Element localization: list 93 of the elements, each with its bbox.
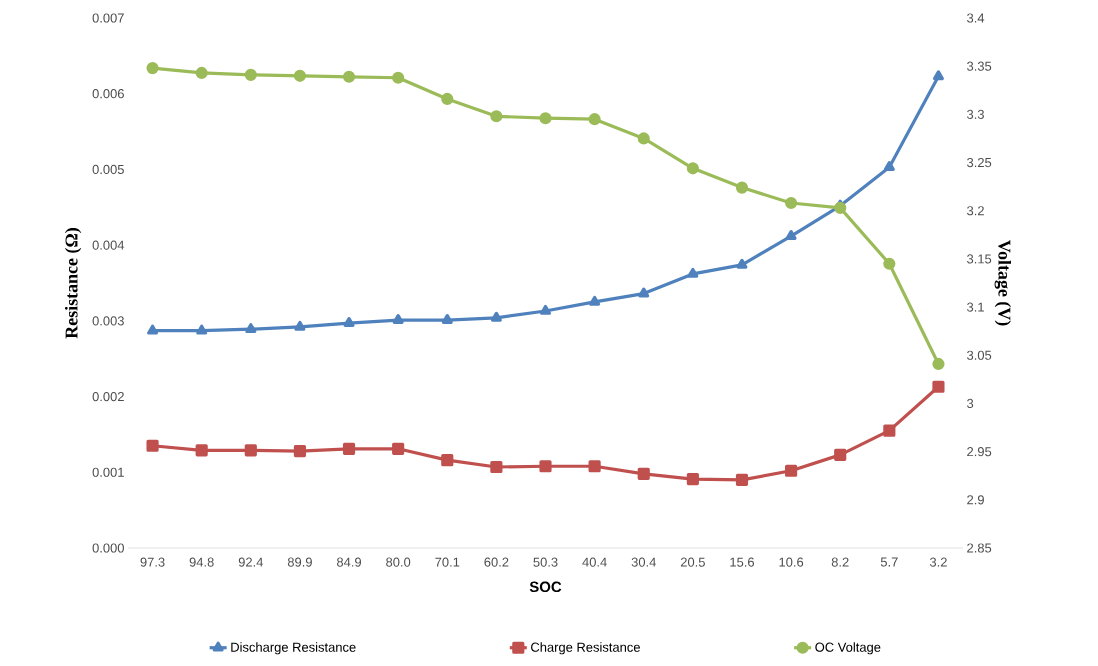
- x-tick-label: 89.9: [287, 557, 312, 567]
- x-tick-label: 80.0: [386, 557, 411, 567]
- point: [539, 112, 552, 125]
- legend-label: Charge Resistance: [531, 642, 640, 655]
- x-tick-label: 3.2: [929, 557, 947, 567]
- point: [195, 66, 208, 80]
- point: [686, 162, 699, 175]
- y-tick-label: 0.003: [92, 316, 124, 326]
- y2-tick-label: 2.9: [967, 495, 984, 505]
- y-tick-label: 0.006: [92, 89, 124, 99]
- point: [588, 460, 601, 473]
- point: [245, 323, 257, 334]
- x-tick-label: 40.4: [582, 557, 607, 567]
- y2-tick-label: 2.85: [967, 543, 992, 553]
- x-tick-label: 50.3: [533, 557, 558, 567]
- point: [147, 324, 159, 335]
- point: [441, 314, 453, 324]
- point: [932, 70, 944, 81]
- point: [735, 473, 749, 486]
- y-axis-title: Resistance (Ω): [64, 228, 82, 339]
- point: [490, 110, 503, 123]
- point: [883, 257, 896, 270]
- y2-tick-label: 3.35: [967, 61, 992, 71]
- x-tick-label: 94.8: [189, 557, 214, 567]
- point: [785, 229, 797, 240]
- y2-tick-label: 3.2: [967, 206, 984, 216]
- point: [490, 311, 502, 322]
- y-tick-label: 0.000: [92, 543, 124, 553]
- point: [293, 69, 306, 82]
- y2-tick-label: 3.1: [967, 302, 984, 312]
- point: [441, 92, 454, 106]
- point: [342, 442, 356, 455]
- point: [146, 62, 159, 75]
- point: [244, 68, 257, 81]
- point: [883, 161, 895, 171]
- x-tick-label: 97.3: [140, 557, 165, 567]
- y2-tick-label: 3.05: [967, 350, 992, 360]
- point: [637, 467, 650, 480]
- point: [392, 442, 405, 455]
- legend-label: OC Voltage: [815, 642, 881, 655]
- y2-tick-label: 3.3: [967, 109, 984, 119]
- point: [637, 132, 650, 145]
- x-tick-label: 5.7: [880, 557, 898, 567]
- point: [785, 196, 798, 210]
- x-tick-label: 92.4: [238, 557, 264, 567]
- point: [244, 444, 257, 457]
- point: [589, 295, 601, 306]
- point: [883, 424, 896, 437]
- y-tick-label: 0.004: [92, 240, 125, 250]
- point: [932, 357, 945, 371]
- point: [540, 304, 551, 315]
- y2-axis-title: Voltage (V): [994, 239, 1011, 326]
- x-tick-label: 30.4: [631, 557, 656, 567]
- x-tick-label: 84.9: [336, 557, 362, 567]
- x-tick-label: 20.5: [680, 557, 705, 567]
- point: [441, 454, 454, 467]
- point: [293, 445, 306, 458]
- point: [392, 314, 404, 324]
- x-tick-label: 60.2: [484, 557, 509, 567]
- y-tick-label: 0.002: [92, 391, 124, 402]
- point: [932, 380, 945, 393]
- point: [146, 439, 159, 452]
- x-tick-label: 8.2: [831, 557, 849, 567]
- y-tick-label: 0.007: [92, 13, 124, 23]
- point: [785, 464, 798, 477]
- point: [687, 267, 699, 278]
- x-tick-label: 70.1: [435, 557, 460, 567]
- point: [736, 258, 748, 269]
- point: [834, 201, 847, 214]
- point: [195, 444, 208, 457]
- point: [588, 113, 601, 126]
- x-tick-label: 15.6: [730, 557, 755, 567]
- point: [686, 473, 699, 486]
- legend-label: Discharge Resistance: [231, 642, 356, 655]
- y2-tick-label: 3: [967, 398, 974, 409]
- point: [735, 181, 749, 194]
- y2-tick-label: 3.15: [967, 254, 992, 264]
- x-tick-label: 10.6: [779, 557, 804, 567]
- point: [490, 460, 503, 474]
- point: [539, 460, 552, 473]
- y2-tick-label: 2.95: [967, 447, 992, 457]
- y2-tick-label: 3.25: [967, 157, 992, 168]
- y-tick-label: 0.001: [92, 467, 124, 477]
- point: [294, 320, 306, 331]
- point: [638, 287, 650, 298]
- y2-tick-label: 3.4: [967, 13, 985, 23]
- y-tick-label: 0.005: [92, 164, 124, 175]
- point: [342, 70, 356, 83]
- point: [343, 317, 355, 327]
- x-axis-title: SOC: [529, 581, 562, 593]
- point: [392, 71, 405, 84]
- point: [834, 448, 847, 461]
- point: [196, 324, 208, 335]
